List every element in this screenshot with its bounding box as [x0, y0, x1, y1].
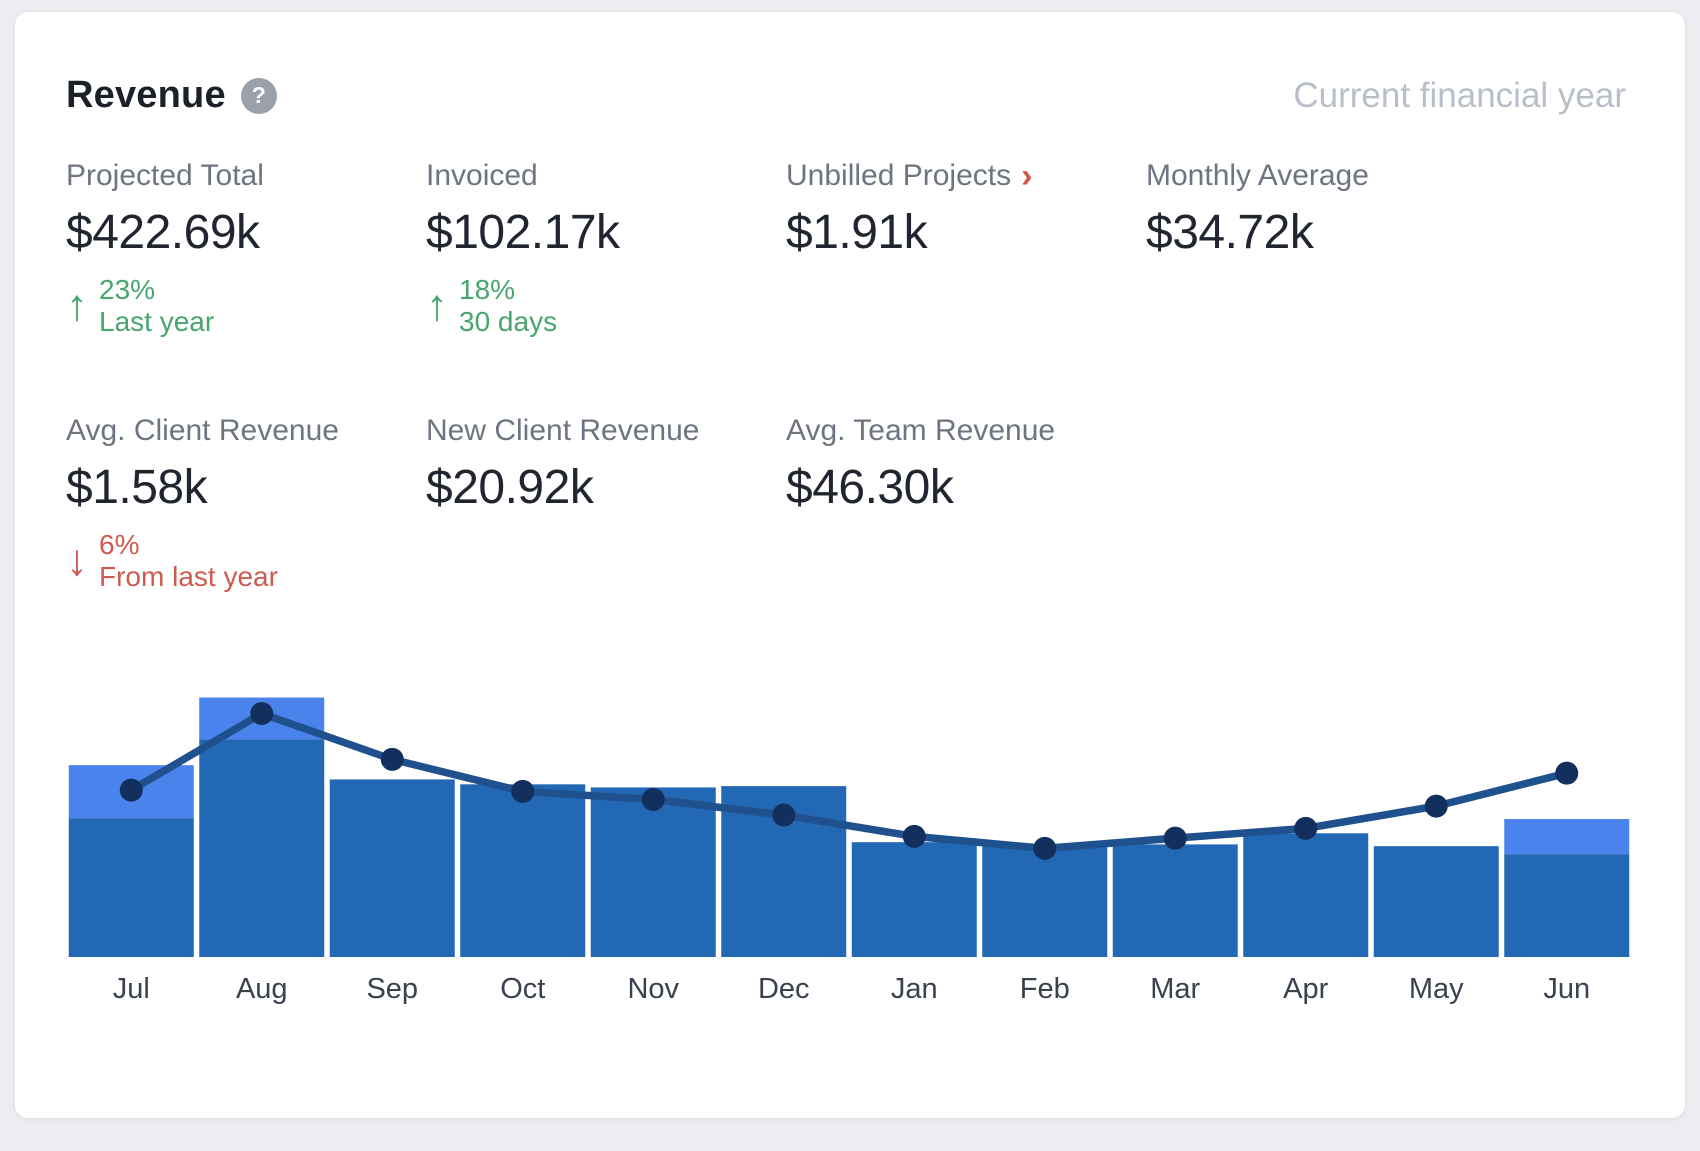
kpi-row-2: Avg. Client Revenue $1.58k ↓ 6% From last ye…	[66, 414, 1626, 593]
page-title: Revenue	[66, 74, 226, 116]
kpi-avg-client-revenue: Avg. Client Revenue $1.58k ↓ 6% From last ye…	[66, 414, 426, 593]
kpi-label: New Client Revenue	[426, 414, 700, 447]
kpi-value: $34.72k	[1146, 206, 1314, 259]
kpi-row-1: Projected Total $422.69k ↑ 23% Last year Invo…	[66, 159, 1626, 338]
trend-point-Jan	[902, 824, 926, 848]
bar-Apr	[1243, 833, 1369, 957]
month-label-Jun: Jun	[1543, 973, 1591, 1005]
bar-Mar	[1112, 844, 1238, 957]
bar-Feb	[982, 844, 1108, 957]
month-label-Jan: Jan	[890, 973, 938, 1005]
bar-Jul	[68, 818, 194, 957]
delta-caption: From last year	[99, 561, 278, 592]
delta-caption: 30 days	[459, 306, 558, 337]
month-axis: Jul Aug Sep Oct Nov Dec Jan Feb Mar Apr May Jun	[66, 973, 1632, 1006]
trend-line	[129, 709, 1568, 853]
bar-Oct	[460, 784, 586, 957]
chevron-right-icon[interactable]: ›	[1021, 157, 1033, 195]
month-label-Oct: Oct	[500, 973, 546, 1005]
month-label-Jul: Jul	[112, 973, 150, 1005]
trend-point-Apr	[1294, 816, 1318, 840]
kpi-label: Unbilled Projects	[786, 159, 1012, 192]
kpi-new-client-revenue: New Client Revenue $20.92k	[426, 414, 786, 515]
bar-extra-Jun	[1504, 819, 1630, 855]
trend-point-Oct	[511, 779, 535, 803]
delta-percent: 23%	[99, 274, 156, 305]
kpi-unbilled-projects: Unbilled Projects › $1.91k	[786, 159, 1146, 260]
delta-percent: 6%	[99, 529, 140, 560]
help-icon[interactable]: ?	[240, 77, 277, 114]
kpi-label: Invoiced	[426, 159, 538, 192]
kpi-label: Projected Total	[66, 159, 264, 192]
kpi-invoiced: Invoiced $102.17k ↑ 18% 30 days	[426, 159, 786, 338]
kpi-label: Avg. Client Revenue	[66, 414, 339, 447]
bar-May	[1373, 846, 1499, 957]
month-label-Mar: Mar	[1150, 973, 1201, 1005]
delta-caption: Last year	[99, 306, 215, 337]
kpi-delta: ↑ 18% 30 days	[426, 274, 786, 338]
trend-point-May	[1424, 794, 1448, 818]
kpi-value: $20.92k	[426, 461, 594, 514]
trend-point-Dec	[772, 803, 796, 827]
kpi-value: $1.91k	[786, 206, 928, 259]
month-label-Dec: Dec	[757, 973, 810, 1005]
arrow-down-icon: ↓	[66, 536, 88, 585]
kpi-avg-team-revenue: Avg. Team Revenue $46.30k	[786, 414, 1146, 515]
revenue-chart: Jul Aug Sep Oct Nov Dec Jan Feb Mar Apr May Jun	[66, 641, 1632, 1006]
trend-point-Sep	[380, 747, 404, 771]
bar-Nov	[590, 787, 716, 957]
revenue-chart-svg	[68, 697, 1630, 957]
trend-point-Nov	[641, 787, 665, 811]
revenue-card: Revenue ? Current financial year Project…	[14, 11, 1686, 1119]
kpi-label: Monthly Average	[1146, 159, 1369, 192]
period-label: Current financial year	[1293, 75, 1626, 115]
arrow-up-icon: ↑	[66, 281, 88, 330]
month-label-May: May	[1408, 973, 1464, 1005]
month-label-Sep: Sep	[366, 973, 419, 1005]
bar-Aug	[199, 739, 325, 957]
kpi-value: $1.58k	[66, 461, 208, 514]
trend-point-Mar	[1163, 826, 1187, 850]
kpi-value: $46.30k	[786, 461, 954, 514]
trend-point-Feb	[1033, 836, 1057, 860]
delta-percent: 18%	[459, 274, 516, 305]
month-label-Nov: Nov	[627, 973, 680, 1005]
kpi-delta: ↑ 23% Last year	[66, 274, 426, 338]
trend-point-Jun	[1555, 761, 1579, 785]
kpi-delta: ↓ 6% From last year	[66, 529, 426, 593]
card-header: Revenue ? Current financial year	[66, 74, 1626, 117]
month-label-Apr: Apr	[1283, 973, 1329, 1005]
month-label-Feb: Feb	[1019, 973, 1070, 1005]
month-label-Aug: Aug	[235, 973, 288, 1005]
kpi-projected-total: Projected Total $422.69k ↑ 23% Last year	[66, 159, 426, 338]
arrow-up-icon: ↑	[426, 281, 448, 330]
trend-point-Aug	[250, 702, 274, 726]
kpi-value: $422.69k	[66, 206, 260, 259]
kpi-value: $102.17k	[426, 206, 620, 259]
trend-point-Jul	[119, 778, 143, 802]
bar-Jun	[1504, 854, 1630, 957]
kpi-label: Avg. Team Revenue	[786, 414, 1056, 447]
bar-Sep	[329, 779, 455, 957]
bar-Jan	[851, 842, 977, 957]
kpi-monthly-average: Monthly Average $34.72k	[1146, 159, 1506, 260]
